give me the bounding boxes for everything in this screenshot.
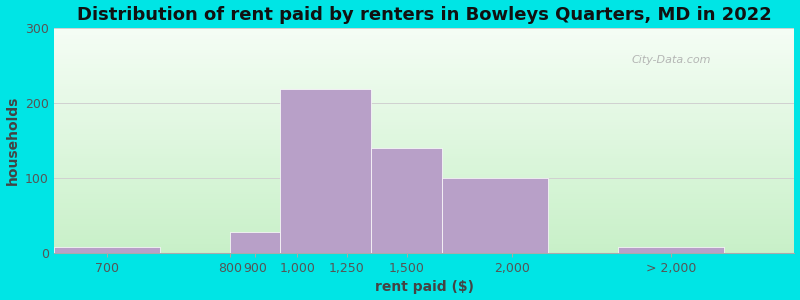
Bar (230, 232, 279, 253)
Text: City-Data.com: City-Data.com (631, 55, 711, 65)
Y-axis label: households: households (6, 96, 19, 185)
Title: Distribution of rent paid by renters in Bowleys Quarters, MD in 2022: Distribution of rent paid by renters in … (77, 6, 771, 24)
Bar (618, 247, 724, 253)
Bar (371, 148, 442, 253)
Bar (279, 89, 371, 253)
Bar (54, 247, 160, 253)
Bar (442, 178, 547, 253)
X-axis label: rent paid ($): rent paid ($) (374, 280, 474, 294)
